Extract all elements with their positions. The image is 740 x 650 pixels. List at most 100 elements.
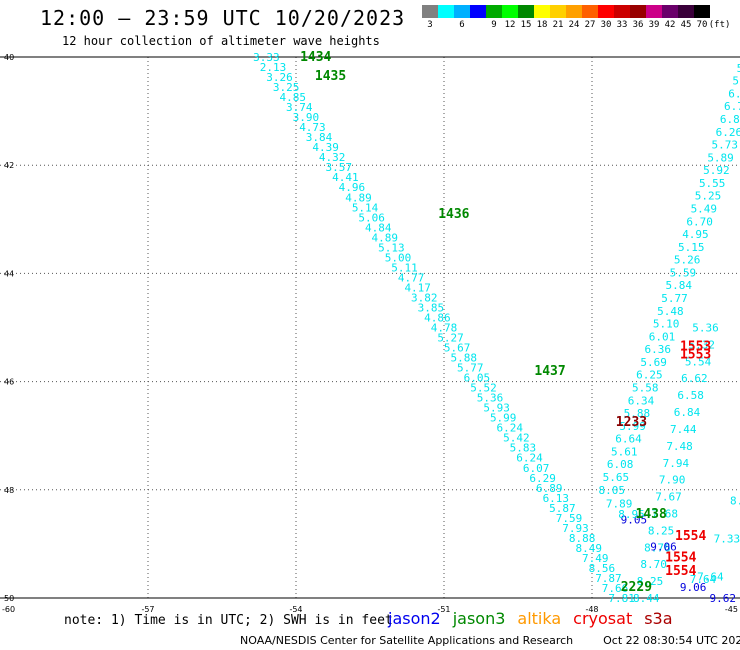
wave-height-value: 6.08 (607, 458, 634, 471)
footer-credit: NOAA/NESDIS Center for Satellite Applica… (240, 634, 574, 647)
lat-label: 46 (4, 378, 14, 387)
wave-height-value: 7.81 (608, 592, 635, 605)
wave-height-value: 9.06 (650, 541, 677, 554)
legend-label: 70 (696, 20, 708, 30)
legend-swatch (582, 5, 598, 18)
lon-label: -60 (2, 605, 15, 614)
wave-height-value: 6.86 (720, 113, 740, 126)
pass-time-label: 1436 (438, 207, 469, 222)
lon-label: -48 (585, 605, 598, 614)
lat-label: 50 (4, 594, 14, 603)
footer: NOAA/NESDIS Center for Satellite Applica… (240, 634, 740, 647)
wave-height-value: 7.89 (606, 497, 633, 510)
wave-height-value: 6.24 (516, 452, 543, 465)
wave-height-value: 4.73 (299, 121, 326, 134)
wave-height-value: 7.68 (652, 507, 679, 520)
wave-height-value: 3.74 (286, 101, 313, 114)
wave-height-value: 6.26 (716, 126, 740, 139)
wave-height-value: 5.36 (477, 392, 504, 405)
pass-time-label: 1554 (675, 529, 706, 544)
wave-height-value: 4.78 (431, 322, 458, 335)
lon-label: -57 (141, 605, 154, 614)
wave-height-value: 5.06 (358, 211, 385, 224)
wave-height-value: 6.01 (649, 330, 676, 343)
wave-height-value: 5.69 (640, 356, 667, 369)
wave-height-value: 3.90 (293, 111, 320, 124)
wave-height-value: 3.84 (306, 131, 333, 144)
wave-height-value: 6.89 (536, 482, 563, 495)
wave-height-value: 6.14 (728, 87, 740, 100)
wave-height-value: 6.84 (674, 406, 701, 419)
satellite-jason3: jason3 (452, 609, 506, 628)
wave-height-value: 5.26 (674, 254, 701, 267)
wave-height-value: 5.58 (632, 382, 659, 395)
page-title: 12:00 – 23:59 UTC 10/20/2023 (40, 6, 406, 30)
legend-swatch (678, 5, 694, 18)
legend-label: 30 (600, 20, 612, 30)
legend-swatch (646, 5, 662, 18)
wave-height-value: 4.39 (312, 141, 339, 154)
lon-label: -54 (289, 605, 302, 614)
page-subtitle: 12 hour collection of altimeter wave hei… (62, 34, 380, 48)
legend-swatch (470, 5, 486, 18)
lat-label: 40 (4, 53, 14, 62)
wave-height-value: 5.11 (391, 261, 418, 274)
legend-swatch (630, 5, 646, 18)
legend-label: (ft) (708, 20, 731, 30)
wave-height-value: 5.65 (603, 471, 630, 484)
wave-height-value: 6.24 (497, 422, 524, 435)
footnote: note: 1) Time is in UTC; 2) SWH is in fe… (64, 613, 393, 628)
wave-height-value: 5.25 (695, 190, 722, 203)
legend-label: 21 (552, 20, 564, 30)
wave-height-value: 7.64 (690, 573, 717, 586)
legend-swatch (422, 5, 438, 18)
legend-label: 12 (504, 20, 516, 30)
wave-height-value: 5.52 (470, 382, 497, 395)
wave-height-value: 4.17 (404, 281, 431, 294)
legend-label: 18 (536, 20, 548, 30)
wave-height-value: 5.42 (503, 432, 530, 445)
legend-swatch (438, 5, 454, 18)
wave-height-value: 8.70 (640, 558, 667, 571)
wave-height-value: 7.87 (595, 572, 622, 585)
pass-time-label: 1437 (534, 364, 565, 379)
wave-height-value: 3.85 (418, 301, 445, 314)
wave-height-value: 6.05 (464, 372, 491, 385)
legend-swatch (534, 5, 550, 18)
wave-height-value: 8.76 (644, 541, 671, 554)
wave-height-value: 5.48 (657, 305, 684, 318)
wave-height-value: 6.34 (628, 394, 655, 407)
legend-label: 45 (680, 20, 692, 30)
wave-height-value: 8.88 (569, 532, 596, 545)
pass-time-label: 1233 (616, 415, 647, 430)
lat-label: 44 (4, 269, 14, 278)
wave-height-value: 5.73 (712, 139, 739, 152)
wave-height-value: 4.95 (682, 228, 709, 241)
legend-swatch (454, 5, 470, 18)
legend-label: 42 (664, 20, 676, 30)
pass-time-label: 1435 (315, 69, 346, 84)
wave-height-value: 4.84 (365, 221, 392, 234)
legend-label: 6 (459, 20, 465, 30)
legend-swatch (486, 5, 502, 18)
pass-time-label: 1553 (680, 339, 711, 354)
wave-height-value: 8.49 (575, 542, 602, 555)
legend-label: 36 (632, 20, 644, 30)
legend-label: 27 (584, 20, 596, 30)
wave-height-value: 5.99 (619, 420, 646, 433)
wave-height-value: 7.64 (697, 570, 724, 583)
wave-height-value: 5.77 (457, 362, 484, 375)
wave-height-value: 4.86 (424, 311, 451, 324)
legend-swatch (662, 5, 678, 18)
satellite-legend: jason2 jason3 altika cryosat s3a (388, 609, 685, 628)
wave-height-value: 5.14 (352, 201, 379, 214)
wave-height-value: 4.41 (332, 171, 359, 184)
wave-height-value: 8.56 (589, 562, 616, 575)
legend-swatch (614, 5, 630, 18)
wave-height-value: 6.36 (645, 343, 672, 356)
wave-height-value: 3.33 (253, 51, 280, 64)
satellite-s3a: s3a (644, 609, 673, 628)
lat-label: 42 (4, 161, 14, 170)
wave-height-value: 5.88 (624, 407, 651, 420)
